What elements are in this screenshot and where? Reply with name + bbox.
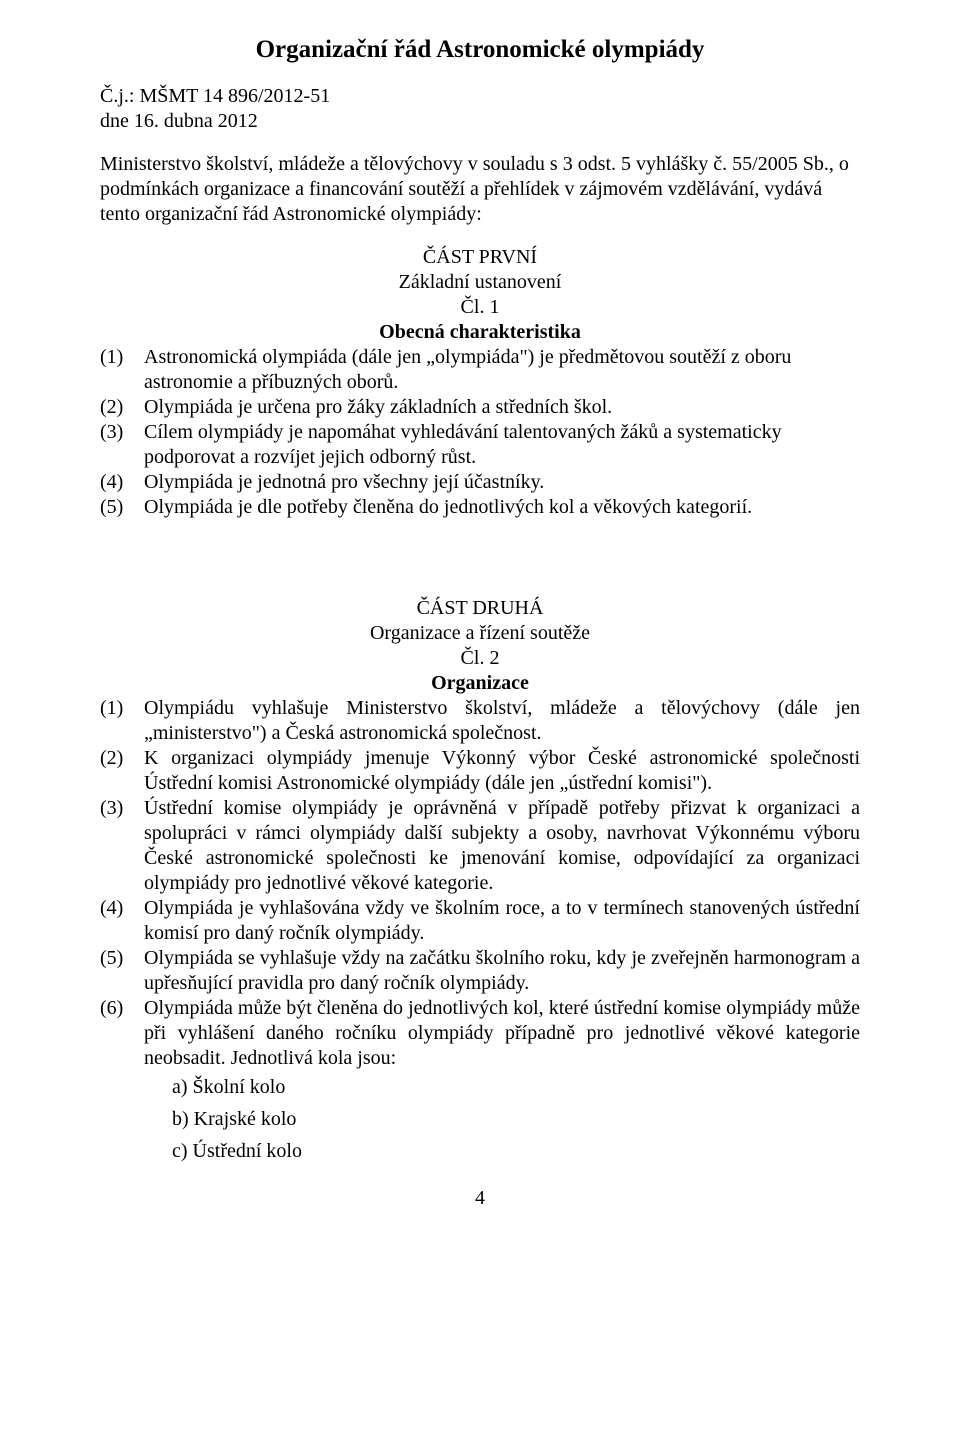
list-item: (4) Olympiáda je jednotná pro všechny je… [100,470,860,495]
sublist-item: c) Ústřední kolo [172,1135,860,1167]
reference-number: Č.j.: MŠMT 14 896/2012-51 [100,84,860,109]
reference-date: dne 16. dubna 2012 [100,109,860,134]
item-number: (1) [100,345,144,395]
sublist-item: b) Krajské kolo [172,1103,860,1135]
item-number: (5) [100,495,144,520]
item-number: (4) [100,896,144,946]
item-text: Olympiáda je určena pro žáky základních … [144,395,860,420]
document-page: Organizační řád Astronomické olympiády Č… [0,0,960,1210]
list-item: (5) Olympiáda se vyhlašuje vždy na začát… [100,946,860,996]
item-number: (5) [100,946,144,996]
list-item: (6) Olympiáda může být členěna do jednot… [100,996,860,1071]
item-number: (1) [100,696,144,746]
part2-sublist: a) Školní kolo b) Krajské kolo c) Ústřed… [172,1071,860,1167]
item-number: (6) [100,996,144,1071]
item-text: Olympiádu vyhlašuje Ministerstvo školstv… [144,696,860,746]
page-number: 4 [100,1187,860,1210]
part2-header: ČÁST DRUHÁ Organizace a řízení soutěže Č… [100,596,860,696]
item-number: (2) [100,395,144,420]
part1-article: Čl. 1 [100,295,860,320]
item-text: Olympiáda je jednotná pro všechny její ú… [144,470,860,495]
part1-heading: ČÁST PRVNÍ [100,245,860,270]
list-item: (4) Olympiáda je vyhlašována vždy ve ško… [100,896,860,946]
item-text: Olympiáda se vyhlašuje vždy na začátku š… [144,946,860,996]
item-number: (4) [100,470,144,495]
list-item: (5) Olympiáda je dle potřeby členěna do … [100,495,860,520]
sublist-item: a) Školní kolo [172,1071,860,1103]
part1-header: ČÁST PRVNÍ Základní ustanovení Čl. 1 Obe… [100,245,860,345]
list-item: (1) Olympiádu vyhlašuje Ministerstvo ško… [100,696,860,746]
item-text: Astronomická olympiáda (dále jen „olympi… [144,345,860,395]
item-text: Olympiáda je dle potřeby členěna do jedn… [144,495,860,520]
part2-article: Čl. 2 [100,646,860,671]
list-item: (3) Cílem olympiády je napomáhat vyhledá… [100,420,860,470]
list-item: (2) Olympiáda je určena pro žáky základn… [100,395,860,420]
item-text: Olympiáda je vyhlašována vždy ve školním… [144,896,860,946]
intro-paragraph: Ministerstvo školství, mládeže a tělovýc… [100,152,860,227]
list-item: (1) Astronomická olympiáda (dále jen „ol… [100,345,860,395]
part1-list: (1) Astronomická olympiáda (dále jen „ol… [100,345,860,520]
part2-article-title: Organizace [100,671,860,696]
section-gap [100,520,860,596]
item-text: K organizaci olympiády jmenuje Výkonný v… [144,746,860,796]
list-item: (3) Ústřední komise olympiády je oprávně… [100,796,860,896]
item-number: (2) [100,746,144,796]
item-number: (3) [100,420,144,470]
document-title: Organizační řád Astronomické olympiády [100,36,860,64]
item-number: (3) [100,796,144,896]
list-item: (2) K organizaci olympiády jmenuje Výkon… [100,746,860,796]
reference-block: Č.j.: MŠMT 14 896/2012-51 dne 16. dubna … [100,84,860,134]
item-text: Cílem olympiády je napomáhat vyhledávání… [144,420,860,470]
part1-sub: Základní ustanovení [100,270,860,295]
part2-sub: Organizace a řízení soutěže [100,621,860,646]
item-text: Ústřední komise olympiády je oprávněná v… [144,796,860,896]
part2-heading: ČÁST DRUHÁ [100,596,860,621]
part2-list: (1) Olympiádu vyhlašuje Ministerstvo ško… [100,696,860,1071]
part1-article-title: Obecná charakteristika [100,320,860,345]
item-text: Olympiáda může být členěna do jednotlivý… [144,996,860,1071]
